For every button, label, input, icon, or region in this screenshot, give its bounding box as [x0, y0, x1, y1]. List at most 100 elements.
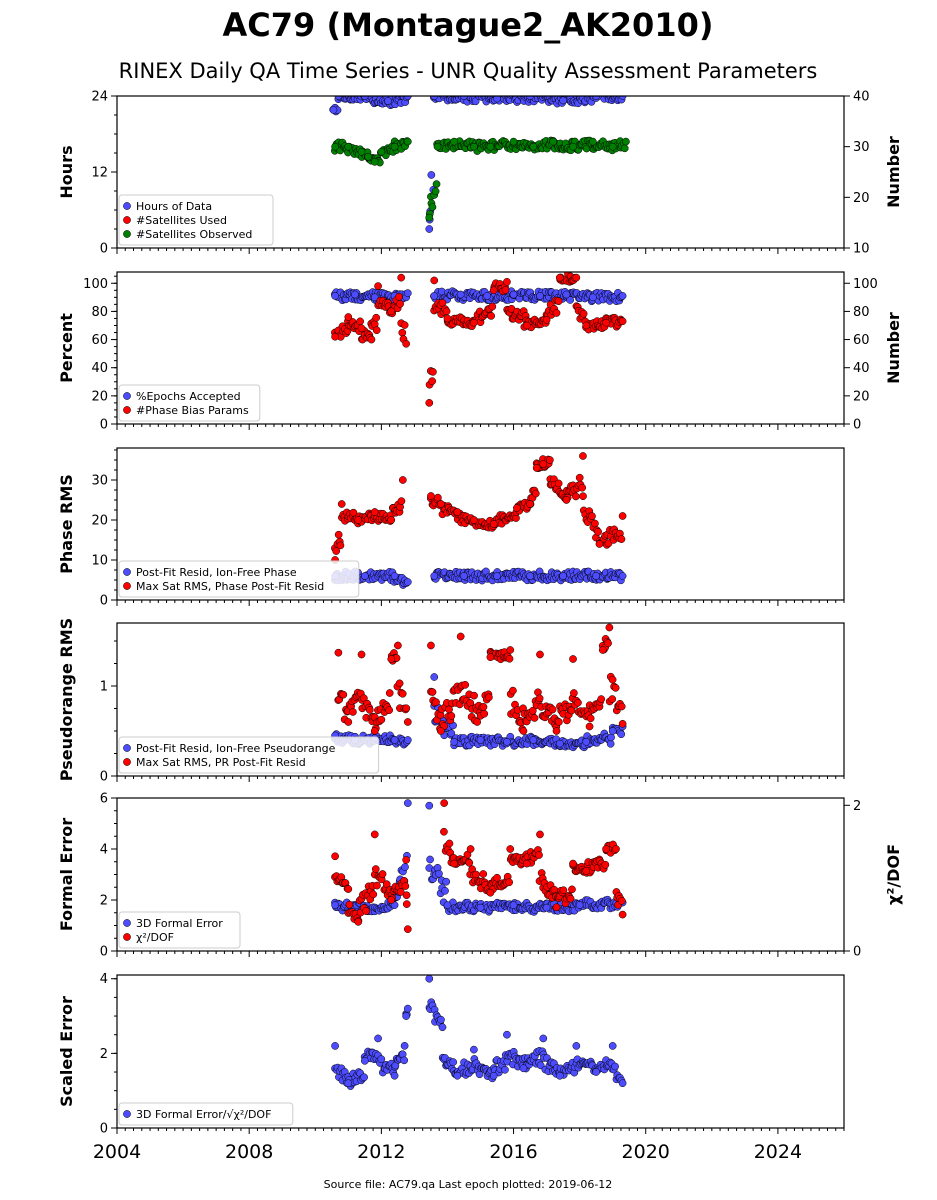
data-point [447, 712, 456, 720]
y-tick-label: 10 [91, 554, 108, 569]
data-point [344, 885, 353, 893]
data-point [465, 858, 474, 867]
data-point [403, 289, 412, 297]
data-point [509, 137, 518, 146]
data-point [449, 1058, 458, 1066]
data-point [429, 368, 437, 376]
data-point [331, 332, 339, 341]
data-point [378, 870, 387, 878]
y-tick-label: 4 [100, 843, 108, 858]
legend-marker [123, 582, 131, 590]
data-point [570, 689, 578, 697]
data-point [513, 504, 521, 512]
data-point [356, 317, 365, 326]
data-point [395, 679, 404, 688]
data-point [605, 623, 614, 632]
data-point [530, 714, 539, 722]
data-point [554, 297, 563, 306]
data-point [608, 695, 617, 703]
series--epochs-accepted [331, 287, 627, 306]
data-point [453, 1071, 462, 1080]
data-point [608, 1042, 617, 1050]
data-point [331, 852, 339, 861]
data-point [460, 96, 465, 97]
data-point [476, 903, 485, 912]
y-right-axis-label: Number [884, 136, 903, 208]
y-tick-label: 80 [91, 305, 108, 320]
data-point [370, 727, 379, 735]
series-max-sat-rms-phase-post-fit-resid [331, 452, 627, 564]
legend-label: #Satellites Observed [136, 228, 252, 241]
data-point [427, 641, 435, 650]
data-point [334, 648, 343, 657]
data-point [486, 653, 495, 662]
data-point [442, 307, 451, 316]
x-tick-label: 2004 [93, 1141, 141, 1163]
data-point [586, 714, 595, 723]
legend-label: #Satellites Used [136, 214, 227, 227]
data-point [398, 328, 407, 337]
x-tick-label: 2016 [489, 1141, 537, 1163]
x-tick-label: 2020 [622, 1141, 670, 1163]
legend-box [118, 1102, 294, 1126]
data-point [589, 137, 597, 146]
data-point [382, 880, 391, 889]
data-point [592, 1068, 601, 1076]
y-tick-label: 60 [91, 333, 108, 348]
data-point [367, 335, 376, 344]
legend-box [118, 560, 360, 598]
x-tick-label: 2012 [357, 1141, 405, 1163]
data-point [535, 694, 544, 703]
y-right-tick-label: 20 [853, 389, 870, 404]
data-point [357, 324, 366, 333]
series--phase-bias-params [331, 272, 627, 407]
data-point [618, 317, 627, 326]
data-point [595, 540, 604, 548]
data-point [493, 873, 501, 882]
data-point [589, 293, 597, 302]
data-point [437, 287, 446, 296]
data-point [575, 901, 584, 909]
data-point [349, 708, 357, 716]
y-right-tick-label: 80 [853, 305, 870, 320]
data-point [370, 508, 379, 516]
data-point [480, 709, 489, 718]
data-point [427, 492, 435, 500]
data-point [460, 572, 468, 580]
data-point [582, 737, 591, 746]
data-point [453, 508, 462, 516]
y-tick-label: 0 [100, 242, 108, 257]
legend-marker [123, 230, 131, 238]
data-point [506, 845, 515, 853]
data-point [569, 655, 577, 663]
y-tick-label: 4 [100, 972, 108, 987]
data-point [402, 891, 411, 900]
data-point [433, 142, 442, 151]
y-axis-label: Scaled Error [57, 996, 76, 1107]
legend-marker [123, 933, 131, 941]
data-point [331, 1042, 339, 1050]
data-point [617, 730, 626, 739]
data-point [483, 292, 491, 300]
y-right-tick-label: 60 [853, 333, 870, 348]
legend-marker [123, 216, 131, 224]
data-point [562, 496, 571, 504]
legend-label: 3D Formal Error [136, 917, 223, 930]
data-point [466, 845, 475, 853]
plot-area [331, 452, 627, 589]
data-point [604, 639, 612, 648]
data-point [493, 572, 501, 580]
series-max-sat-rms-pr-post-fit-resid [334, 623, 627, 735]
data-point [568, 885, 576, 894]
data-point [549, 137, 558, 146]
data-point [402, 900, 411, 908]
data-point [364, 152, 372, 161]
data-point [426, 855, 434, 864]
legend-marker [123, 744, 131, 752]
legend-label: %Epochs Accepted [136, 390, 241, 403]
y-tick-label: 40 [91, 361, 108, 376]
data-point [339, 690, 348, 699]
data-point [552, 309, 561, 317]
y-right-tick-label: 0 [853, 945, 861, 960]
data-point [390, 142, 399, 151]
